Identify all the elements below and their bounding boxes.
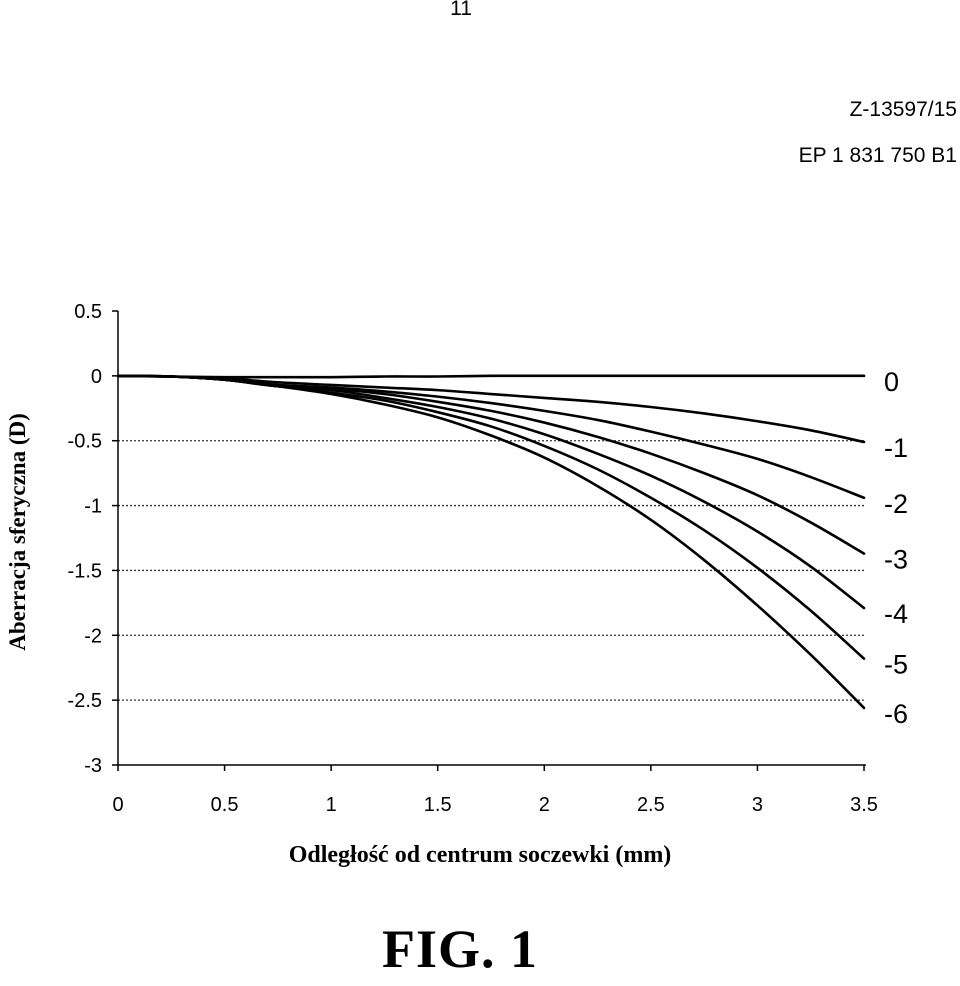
y-tick-label: -1.5 [68, 560, 102, 582]
series-end-labels: 0 -1 -2 -3 -4 -5 -6 [884, 367, 908, 729]
y-tick-label: 0.5 [74, 301, 102, 323]
series-end-label: -6 [884, 699, 908, 729]
x-tick-label: 1 [326, 794, 337, 816]
series-lines [116, 374, 866, 710]
x-tick-label: 3 [752, 794, 763, 816]
x-axis-label: Odległość od centrum soczewki (mm) [288, 842, 672, 868]
series-end-label: 0 [884, 367, 899, 397]
series-line [116, 374, 866, 444]
series-end-label: -4 [884, 599, 908, 629]
y-tick-label: -0.5 [68, 431, 102, 453]
spherical-aberration-chart: 0.50-0.5-1-1.5-2-2.5-3 0 0.5 1 1.5 2 2.5 3 3.5 … [68, 301, 908, 816]
series-end-label: -5 [884, 650, 908, 680]
y-tick-label: -3 [84, 755, 102, 777]
document-reference: Z-13597/15 [849, 98, 957, 121]
page-number: 11 [450, 0, 472, 20]
x-tick-labels: 0 0.5 1 1.5 2 2.5 3 3.5 [112, 794, 877, 816]
x-tick-label: 3.5 [850, 794, 878, 816]
y-axis-label: Aberracja sferyczna (D) [5, 413, 30, 651]
series-end-label: -2 [884, 489, 908, 519]
series-line [116, 374, 866, 710]
x-tick-label: 2.5 [637, 794, 665, 816]
x-tick-label: 0.5 [211, 794, 239, 816]
y-tick-label: -2.5 [68, 690, 102, 712]
series-end-label: -1 [884, 433, 908, 463]
x-tick-label: 0 [112, 794, 123, 816]
x-tick-label: 1.5 [424, 794, 452, 816]
series-line [116, 374, 866, 379]
x-tick-label: 2 [539, 794, 550, 816]
series-end-label: -3 [884, 545, 908, 575]
y-tick-label: -2 [84, 625, 102, 647]
y-tick-labels: 0.5 0 -0.5 -1 -1.5 -2 -2.5 -3 [68, 301, 102, 777]
y-tick-label: 0 [91, 366, 102, 388]
y-tick-label: -1 [84, 496, 102, 518]
figure-label: FIG. 1 [381, 919, 538, 979]
patent-number: EP 1 831 750 B1 [798, 144, 957, 167]
grid-lines [118, 440, 866, 701]
axes [112, 310, 866, 771]
